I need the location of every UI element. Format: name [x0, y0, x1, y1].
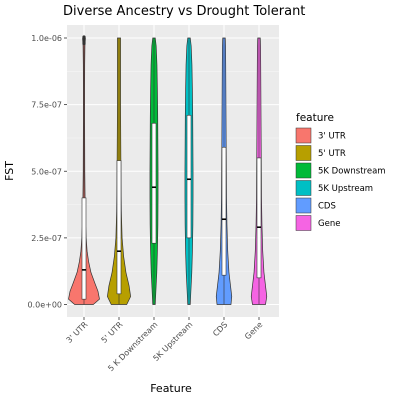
- legend-label: 5' UTR: [318, 149, 346, 159]
- y-axis-label: FST: [3, 161, 16, 181]
- box-1: [116, 160, 122, 295]
- violins: [68, 35, 268, 305]
- legend-key: [295, 162, 312, 179]
- legend-label: 3' UTR: [318, 132, 346, 142]
- legend-key: [295, 197, 312, 214]
- box-5: [256, 157, 262, 279]
- y-tick-label: 5.0e-07: [31, 167, 62, 176]
- y-tick-label: 7.5e-07: [31, 101, 62, 110]
- x-tick-label: 5' UTR: [100, 320, 125, 345]
- y-tick-label: 1.0e-06: [31, 34, 62, 43]
- y-tick-label: 2.5e-07: [31, 234, 62, 243]
- legend-label: CDS: [318, 202, 336, 212]
- legend-title: feature: [296, 112, 334, 124]
- y-tick-label: 0.0e+00: [27, 301, 62, 310]
- legend: feature 3' UTR 5' UTR 5K Downstream 5K Upst…: [295, 112, 386, 231]
- legend-label: 5K Downstream: [318, 167, 386, 177]
- legend-key: [295, 127, 312, 144]
- legend-label: Gene: [318, 219, 340, 229]
- x-axis-label: Feature: [150, 382, 192, 395]
- legend-key: [295, 215, 312, 231]
- chart-title: Diverse Ancestry vs Drought Tolerant: [63, 4, 305, 19]
- legend-key: [295, 180, 312, 196]
- x-tick-label: Gene: [243, 320, 264, 341]
- legend-label: 5K Upstream: [318, 184, 373, 194]
- outlier-point: [82, 41, 86, 46]
- x-tick-label: 3' UTR: [65, 320, 90, 345]
- x-tick-label: CDS: [211, 320, 229, 338]
- y-axis: 0.0e+00 2.5e-07 5.0e-07 7.5e-07 1.0e-06: [27, 34, 67, 310]
- box-3: [186, 114, 192, 239]
- box-4: [221, 146, 227, 276]
- legend-key: [295, 145, 312, 161]
- box-2: [151, 122, 157, 244]
- box-0: [81, 197, 87, 300]
